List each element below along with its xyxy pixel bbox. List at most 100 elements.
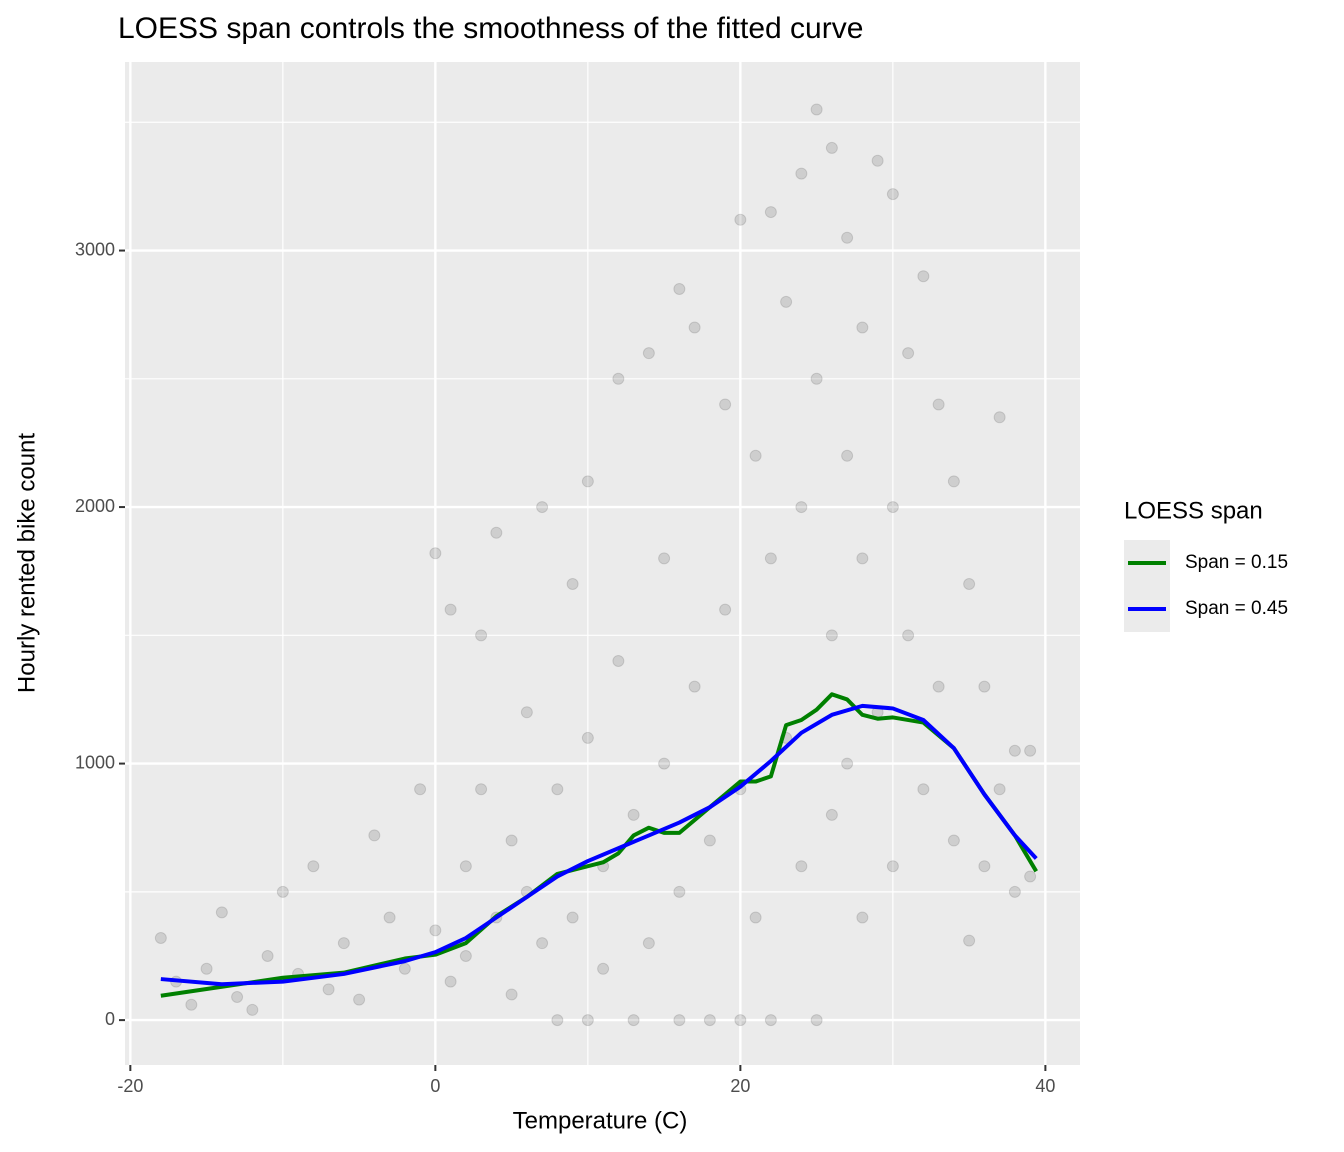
axes: -20 0 20 40 0 1000 2000 3000 xyxy=(75,239,1055,1095)
point xyxy=(246,1003,259,1016)
point xyxy=(627,1014,640,1027)
point xyxy=(414,783,427,796)
point xyxy=(322,983,335,996)
point xyxy=(658,552,671,565)
point xyxy=(536,501,549,514)
point xyxy=(947,475,960,488)
point xyxy=(764,1014,777,1027)
y-axis-label: Hourly rented bike count xyxy=(13,433,40,693)
point xyxy=(810,1014,823,1027)
point xyxy=(581,1014,594,1027)
point xyxy=(841,449,854,462)
point xyxy=(459,949,472,962)
point xyxy=(795,167,808,180)
point xyxy=(215,906,228,919)
point xyxy=(612,654,625,667)
point xyxy=(200,962,213,975)
point xyxy=(1008,885,1021,898)
chart-title: LOESS span controls the smoothness of th… xyxy=(118,12,863,45)
point xyxy=(642,937,655,950)
point xyxy=(688,680,701,693)
point xyxy=(856,552,869,565)
point xyxy=(825,808,838,821)
y-tick-label: 3000 xyxy=(75,239,115,259)
point xyxy=(368,829,381,842)
point xyxy=(581,731,594,744)
point xyxy=(795,501,808,514)
point xyxy=(841,757,854,770)
point xyxy=(764,206,777,219)
point xyxy=(627,808,640,821)
point xyxy=(154,932,167,945)
point xyxy=(231,991,244,1004)
point xyxy=(688,321,701,334)
point xyxy=(719,398,732,411)
point xyxy=(536,937,549,950)
point xyxy=(475,783,488,796)
point xyxy=(566,578,579,591)
point xyxy=(429,547,442,560)
legend: LOESS span Span = 0.15 Span = 0.45 xyxy=(1124,497,1288,632)
y-tick-label: 2000 xyxy=(75,496,115,516)
point xyxy=(886,860,899,873)
point xyxy=(566,911,579,924)
point xyxy=(856,911,869,924)
grid xyxy=(125,62,1080,1065)
point xyxy=(703,1014,716,1027)
point xyxy=(383,911,396,924)
point xyxy=(612,372,625,385)
point xyxy=(764,552,777,565)
point xyxy=(917,270,930,283)
point xyxy=(261,949,274,962)
point xyxy=(1024,744,1037,757)
point xyxy=(337,937,350,950)
x-axis-label: Temperature (C) xyxy=(513,1107,688,1134)
point xyxy=(886,501,899,514)
point xyxy=(734,213,747,226)
point xyxy=(1024,870,1037,883)
point xyxy=(658,757,671,770)
point xyxy=(581,475,594,488)
x-tick-label: 0 xyxy=(430,1076,440,1096)
point xyxy=(978,860,991,873)
point xyxy=(871,154,884,167)
point xyxy=(673,885,686,898)
point xyxy=(551,1014,564,1027)
point xyxy=(642,347,655,360)
point xyxy=(825,629,838,642)
point xyxy=(185,998,198,1011)
point xyxy=(475,629,488,642)
point xyxy=(825,141,838,154)
point xyxy=(429,924,442,937)
legend-label: Span = 0.45 xyxy=(1185,598,1288,619)
point xyxy=(490,526,503,539)
point xyxy=(963,578,976,591)
point xyxy=(703,834,716,847)
lines xyxy=(160,692,1038,998)
point xyxy=(749,911,762,924)
point xyxy=(398,962,411,975)
point xyxy=(917,783,930,796)
point xyxy=(810,103,823,116)
loess-line xyxy=(160,703,1038,987)
point xyxy=(597,962,610,975)
point xyxy=(780,295,793,308)
point xyxy=(963,934,976,947)
legend-title: LOESS span xyxy=(1124,497,1263,524)
x-tick-label: -20 xyxy=(117,1076,143,1096)
panel xyxy=(125,62,1080,1065)
point xyxy=(932,680,945,693)
point xyxy=(902,347,915,360)
point xyxy=(749,449,762,462)
point xyxy=(734,1014,747,1027)
point xyxy=(551,783,564,796)
point xyxy=(795,860,808,873)
point xyxy=(993,411,1006,424)
point xyxy=(841,231,854,244)
point xyxy=(902,629,915,642)
points xyxy=(154,103,1037,1027)
point xyxy=(353,993,366,1006)
point xyxy=(1008,744,1021,757)
point xyxy=(856,321,869,334)
